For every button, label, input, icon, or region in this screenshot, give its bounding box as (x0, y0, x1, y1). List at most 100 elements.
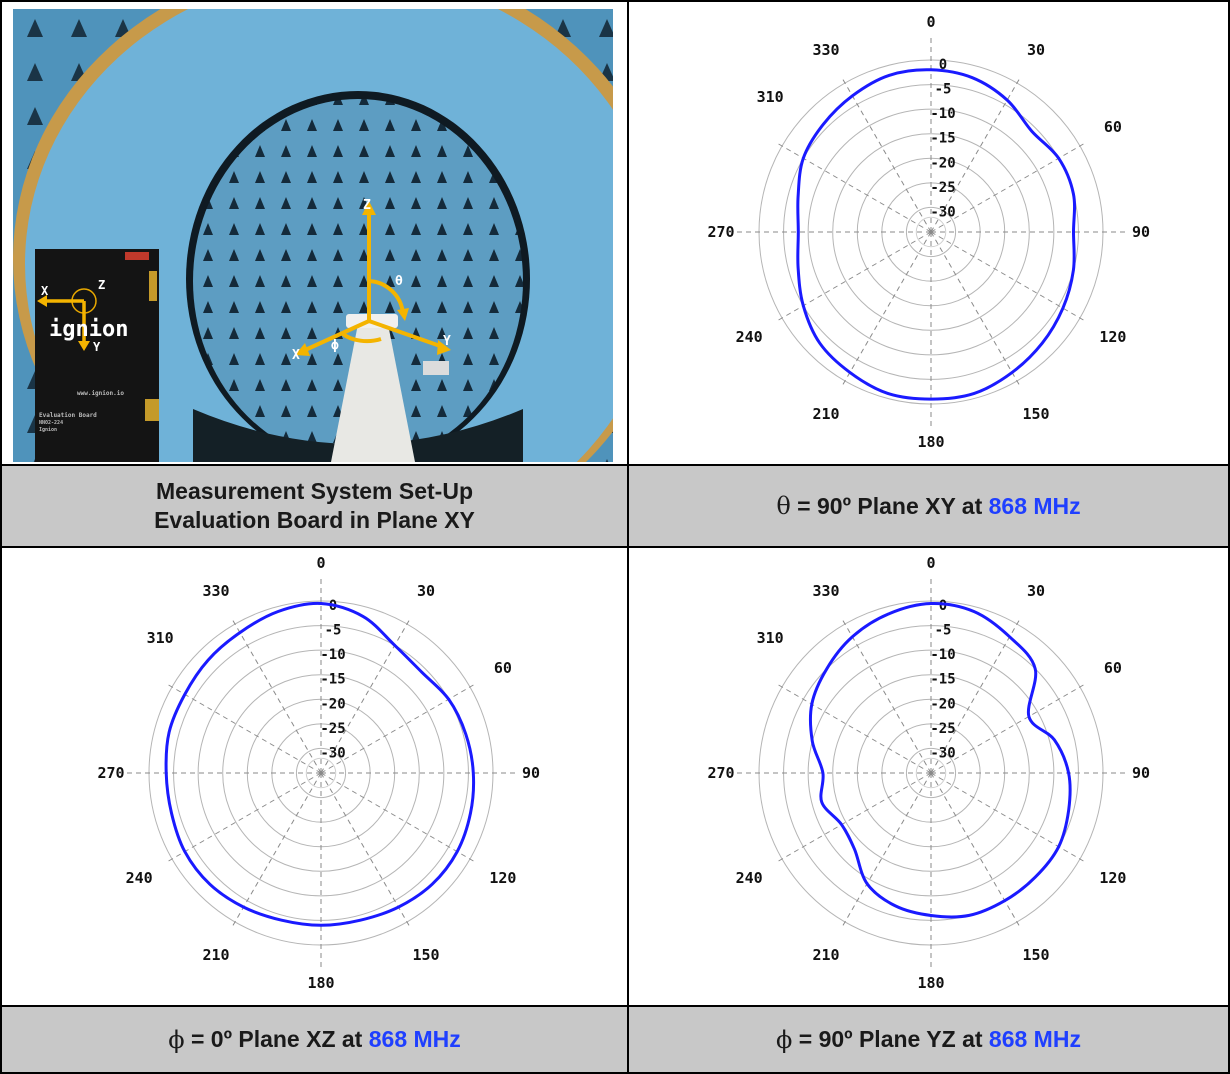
angle-label: 270 (707, 764, 734, 782)
caption-yz-plane: ϕ = 90º Plane YZ at 868 MHz (629, 1007, 1228, 1072)
radial-tick-label: 0 (939, 57, 947, 73)
angle-label: 30 (1027, 582, 1045, 600)
polar-grid-spoke (930, 772, 1088, 864)
angle-label: 210 (812, 405, 839, 423)
angle-label: 0 (926, 554, 935, 572)
polar-grid-ring (222, 674, 420, 872)
outer-border-bottom (0, 1072, 1230, 1074)
polar-grid-ring (807, 649, 1055, 897)
angle-label: 120 (1099, 869, 1126, 887)
angle-label: 90 (1132, 764, 1150, 782)
radial-tick-label: 0 (939, 598, 947, 614)
angle-label: 240 (736, 869, 763, 887)
polar-chart-yz-plane: 0 -5 -10 -15 -20 -25 -30 0 30 60 90 120 150 180 210 240… (707, 554, 1150, 992)
photo-y-label: Y (443, 334, 451, 349)
radiation-pattern-line (808, 601, 1072, 919)
radial-tick-label: -15 (930, 672, 955, 688)
angle-label: 90 (1132, 223, 1150, 241)
board-z-label: Z (98, 278, 105, 292)
angle-label: 0 (926, 13, 935, 31)
board-code: NN02-224 (39, 420, 63, 426)
polar-grid-ring (807, 108, 1055, 356)
photo-theta-label: θ (395, 274, 403, 289)
radial-tick-label: -10 (930, 647, 955, 663)
center-divider (627, 0, 629, 1074)
radial-tick-label: -25 (930, 721, 955, 737)
angle-label: 120 (489, 869, 516, 887)
caption-xy-text: = 90º Plane XY at (790, 492, 989, 519)
photo-x-label: X (292, 348, 300, 363)
radial-tick-label: -5 (325, 623, 342, 639)
board-y-label: Y (93, 340, 101, 354)
angle-label: 180 (917, 974, 944, 992)
caption-yz-text: = 90º Plane YZ at (792, 1026, 989, 1053)
angle-label: 30 (417, 582, 435, 600)
angle-label: 150 (412, 946, 439, 964)
caption-setup-line2: Evaluation Board in Plane XY (154, 507, 475, 533)
polar-grid-ring (832, 674, 1030, 872)
angle-label: 60 (494, 659, 512, 677)
photo-phi-label: ϕ (331, 338, 339, 353)
polar-grid-spoke (164, 772, 322, 864)
angle-label: 120 (1099, 328, 1126, 346)
board-company: Ignion (39, 427, 57, 433)
polar-grid-spoke (320, 772, 478, 864)
radiation-pattern-line (164, 601, 476, 927)
angle-label: 240 (126, 869, 153, 887)
radial-tick-label: -15 (320, 672, 345, 688)
angle-label: 270 (707, 223, 734, 241)
radial-tick-label: -5 (935, 623, 952, 639)
radial-tick-label: -20 (930, 696, 955, 712)
caption-yz-symbol: ϕ (776, 1025, 793, 1054)
row-divider-1 (0, 464, 1230, 466)
caption-xy-symbol: θ (776, 492, 791, 520)
caption-setup-line1: Measurement System Set-Up (156, 478, 473, 505)
caption-xy-frequency: 868 MHz (988, 492, 1081, 519)
polar-grid-ring (905, 206, 957, 258)
angle-label: 330 (812, 582, 839, 600)
polar-grid-spoke (230, 772, 322, 930)
angle-label: 180 (307, 974, 334, 992)
angle-label: 150 (1022, 946, 1049, 964)
polar-grid-spoke (164, 682, 322, 774)
radial-tick-label: -20 (320, 696, 345, 712)
polar-grid-ring-inner (915, 216, 947, 248)
polar-grid-spoke (840, 616, 932, 774)
radial-tick-label: -30 (930, 204, 955, 220)
polar-grid-spoke (840, 231, 932, 389)
angle-label: 60 (1104, 659, 1122, 677)
caption-xz-frequency: 868 MHz (368, 1026, 461, 1053)
outer-border-right (1228, 0, 1230, 1074)
anechoic-chamber-illustration: Z θ X ϕ Y X Z (13, 9, 613, 462)
radial-tick-label: -25 (320, 721, 345, 737)
radiation-pattern-line (796, 68, 1077, 401)
radial-tick-label: -10 (320, 647, 345, 663)
angle-label: 150 (1022, 405, 1049, 423)
radial-tick-label: -30 (930, 745, 955, 761)
measurement-setup-photo: Z θ X ϕ Y X Z (13, 9, 613, 462)
outer-border-left (0, 0, 2, 1074)
polar-grid-spoke (930, 231, 1022, 389)
angle-label: 270 (97, 764, 124, 782)
polar-grid-spoke (774, 682, 932, 774)
polar-grid-spoke (230, 616, 322, 774)
polar-grid-ring-inner (915, 757, 947, 789)
evaluation-board: X Z Y ignion www.ignion.io Evaluation Bo… (35, 249, 159, 462)
caption-xz-plane: ϕ = 0º Plane XZ at 868 MHz (2, 1007, 627, 1072)
polar-grid-ring (832, 133, 1030, 331)
polar-grid-spoke (840, 75, 932, 233)
polar-grid-ring (197, 649, 445, 897)
angle-label: 0 (316, 554, 325, 572)
radial-tick-label: -30 (320, 745, 345, 761)
polar-chart-xy-plane: 0 -5 -10 -15 -20 -25 -30 0 30 60 90 120 150 180 210 240… (707, 13, 1150, 451)
caption-yz-frequency: 868 MHz (988, 1026, 1081, 1053)
outer-border-top (0, 0, 1230, 2)
polar-grid-spoke (930, 75, 1022, 233)
polar-grid-ring-inner (305, 757, 337, 789)
caption-xz-text: = 0º Plane XZ at (184, 1026, 369, 1053)
radial-tick-label: -20 (930, 155, 955, 171)
polar-grid-spoke (930, 772, 1022, 930)
radial-tick-label: -15 (930, 131, 955, 147)
polar-grid-ring (295, 747, 347, 799)
